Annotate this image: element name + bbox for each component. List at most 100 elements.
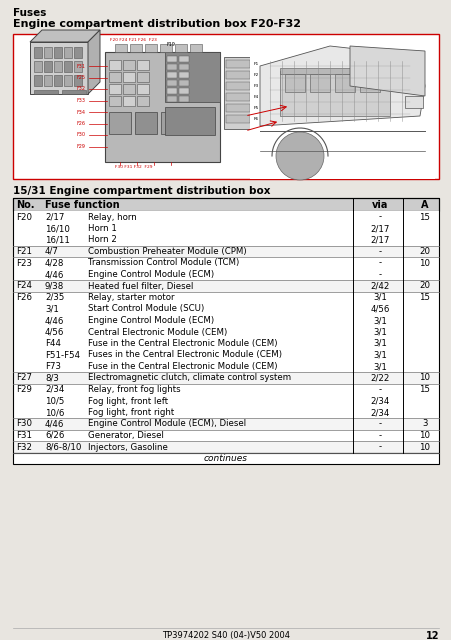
Bar (13, 211, 438, 246)
Bar (226, 60, 249, 68)
Text: Fuse function: Fuse function (45, 200, 120, 209)
Bar (13, 429, 438, 441)
Text: -: - (377, 431, 381, 440)
Bar (34, 47, 42, 58)
Bar (309, 74, 329, 92)
Text: F2: F2 (253, 73, 259, 77)
Text: 2/34: 2/34 (45, 385, 64, 394)
Text: F26: F26 (16, 293, 32, 302)
Bar (179, 88, 189, 94)
Text: 20: 20 (419, 247, 429, 256)
Bar (64, 75, 72, 86)
Text: -: - (377, 259, 381, 268)
Text: Transmission Control Module (TCM): Transmission Control Module (TCM) (88, 259, 239, 268)
Bar (179, 56, 189, 62)
Text: Combustion Preheater Module (CPM): Combustion Preheater Module (CPM) (88, 247, 246, 256)
Polygon shape (30, 30, 100, 42)
Text: F29: F29 (16, 385, 32, 394)
Polygon shape (349, 46, 424, 96)
Bar (109, 72, 121, 82)
Text: F24: F24 (16, 282, 32, 291)
Bar (74, 47, 82, 58)
Text: Fog light, front left: Fog light, front left (88, 397, 168, 406)
Bar (123, 72, 135, 82)
Text: 2/22: 2/22 (369, 374, 389, 383)
Text: Engine Control Module (ECM), Diesel: Engine Control Module (ECM), Diesel (88, 419, 246, 429)
Bar (62, 90, 86, 94)
Text: F4: F4 (253, 95, 259, 99)
Text: 3/1: 3/1 (45, 305, 59, 314)
Text: TP3974202 S40 (04-)V50 2004: TP3974202 S40 (04-)V50 2004 (161, 631, 290, 640)
Bar (44, 47, 52, 58)
Text: 2/17: 2/17 (45, 212, 64, 221)
Bar (226, 71, 249, 79)
Bar (34, 75, 42, 86)
Text: Start Control Module (SCU): Start Control Module (SCU) (88, 305, 204, 314)
Text: 15: 15 (419, 293, 429, 302)
Text: 2/42: 2/42 (369, 282, 389, 291)
Text: 10/6: 10/6 (45, 408, 64, 417)
Text: F32: F32 (77, 86, 86, 92)
Bar (13, 291, 438, 372)
Text: -: - (377, 419, 381, 429)
Bar (109, 96, 121, 106)
Bar (179, 96, 189, 102)
Text: 3/1: 3/1 (372, 362, 386, 371)
Bar (64, 61, 72, 72)
Bar (54, 47, 62, 58)
Bar (54, 61, 62, 72)
Text: Engine Control Module (ECM): Engine Control Module (ECM) (88, 270, 214, 279)
Text: 3/1: 3/1 (372, 316, 386, 325)
Bar (165, 107, 215, 135)
Text: Relay, starter motor: Relay, starter motor (88, 293, 174, 302)
Text: F44: F44 (45, 339, 61, 348)
Text: No.: No. (16, 200, 34, 209)
Text: 15: 15 (419, 212, 429, 221)
Bar (334, 74, 354, 92)
Text: Heated fuel filter, Diesel: Heated fuel filter, Diesel (88, 282, 193, 291)
Text: F34: F34 (77, 109, 86, 115)
Bar (166, 64, 177, 70)
Bar (109, 84, 121, 94)
Text: F6: F6 (253, 117, 259, 121)
Bar (224, 57, 252, 129)
Text: 12: 12 (424, 631, 438, 640)
Text: continues: continues (203, 454, 248, 463)
Bar (13, 34, 438, 179)
Text: Central Electronic Module (CEM): Central Electronic Module (CEM) (88, 328, 227, 337)
Bar (74, 61, 82, 72)
Text: Relay, front fog lights: Relay, front fog lights (88, 385, 180, 394)
Bar (109, 60, 121, 70)
Text: 3/1: 3/1 (372, 351, 386, 360)
Bar (137, 72, 149, 82)
Text: 8/3: 8/3 (45, 374, 59, 383)
Bar (226, 82, 249, 90)
Bar (34, 90, 58, 94)
Bar (226, 115, 249, 123)
Text: Engine Control Module (ECM): Engine Control Module (ECM) (88, 316, 214, 325)
Bar (166, 72, 177, 78)
Text: F25: F25 (77, 75, 86, 80)
Bar (249, 36, 434, 179)
Bar (137, 60, 149, 70)
Text: F51-F54: F51-F54 (45, 351, 80, 360)
Bar (187, 112, 208, 134)
Bar (165, 52, 220, 102)
Text: 4/7: 4/7 (45, 247, 59, 256)
Bar (189, 44, 202, 52)
Bar (13, 441, 438, 452)
Text: Electromagnetic clutch, climate control system: Electromagnetic clutch, climate control … (88, 374, 290, 383)
Text: Fuse in the Central Electronic Module (CEM): Fuse in the Central Electronic Module (C… (88, 362, 277, 371)
Text: 2/17: 2/17 (369, 224, 389, 233)
Bar (166, 96, 177, 102)
Bar (109, 112, 131, 134)
Bar (166, 56, 177, 62)
Bar (64, 47, 72, 58)
Text: -: - (377, 247, 381, 256)
Text: F30: F30 (77, 132, 86, 138)
Text: -: - (377, 270, 381, 279)
Text: A: A (420, 200, 428, 209)
Bar (145, 44, 156, 52)
Text: F33: F33 (77, 98, 86, 103)
Bar (160, 44, 172, 52)
